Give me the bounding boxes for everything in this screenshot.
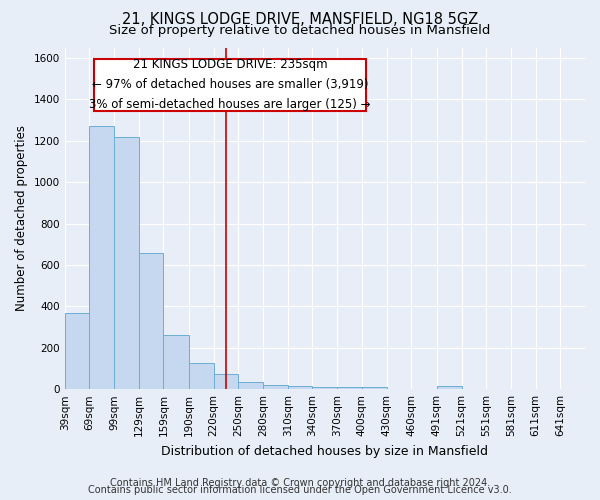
Bar	[238, 382, 263, 389]
Y-axis label: Number of detached properties: Number of detached properties	[15, 126, 28, 312]
Text: Contains HM Land Registry data © Crown copyright and database right 2024.: Contains HM Land Registry data © Crown c…	[110, 478, 490, 488]
Bar	[189, 364, 214, 389]
FancyBboxPatch shape	[94, 59, 366, 110]
Bar	[337, 387, 362, 389]
Text: 21, KINGS LODGE DRIVE, MANSFIELD, NG18 5GZ: 21, KINGS LODGE DRIVE, MANSFIELD, NG18 5…	[122, 12, 478, 28]
Text: Size of property relative to detached houses in Mansfield: Size of property relative to detached ho…	[109, 24, 491, 37]
Bar	[89, 126, 114, 389]
Text: Contains public sector information licensed under the Open Government Licence v3: Contains public sector information licen…	[88, 485, 512, 495]
Bar	[313, 387, 337, 389]
Bar	[114, 136, 139, 389]
Text: 21 KINGS LODGE DRIVE: 235sqm
← 97% of detached houses are smaller (3,919)
3% of : 21 KINGS LODGE DRIVE: 235sqm ← 97% of de…	[89, 58, 371, 112]
Bar	[288, 386, 313, 389]
Bar	[65, 312, 89, 389]
Bar	[437, 386, 461, 389]
Bar	[263, 385, 288, 389]
Bar	[163, 336, 189, 389]
X-axis label: Distribution of detached houses by size in Mansfield: Distribution of detached houses by size …	[161, 444, 488, 458]
Bar	[214, 374, 238, 389]
Bar	[139, 252, 163, 389]
Bar	[362, 387, 386, 389]
